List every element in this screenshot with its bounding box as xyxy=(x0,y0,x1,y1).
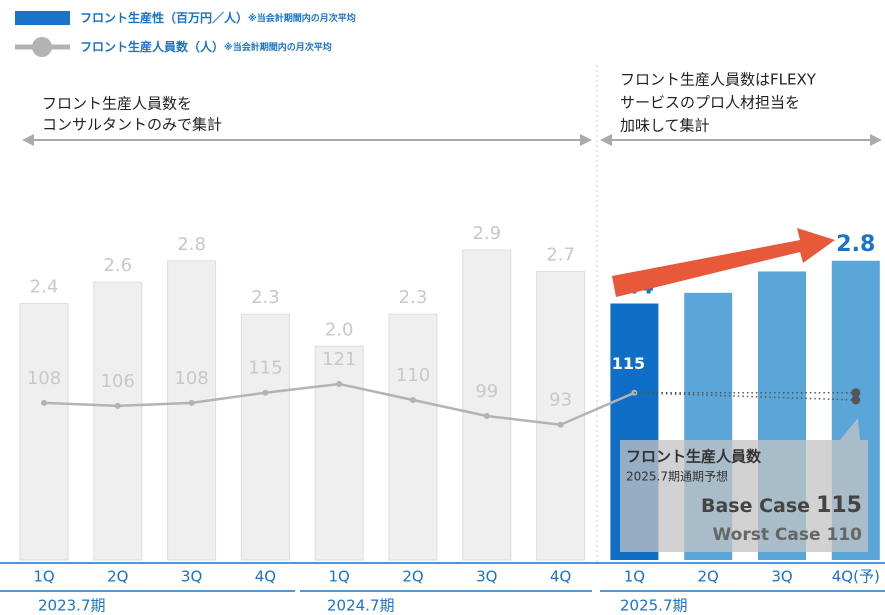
line-label: 115 xyxy=(248,358,282,379)
bar xyxy=(19,303,69,561)
line-point xyxy=(336,381,343,387)
line-label: 115 xyxy=(612,354,645,373)
line-label: 110 xyxy=(396,365,430,386)
data-label: 2.0 xyxy=(325,319,354,340)
line-point xyxy=(410,397,416,403)
base-case: Base Case 115 xyxy=(701,493,862,518)
data-label: 2.9 xyxy=(472,223,501,244)
data-label: 2.4 xyxy=(30,277,59,298)
line-label: 121 xyxy=(322,349,356,370)
legend-entry: フロント生産人員数（人）※当会計期間内の月次平均 xyxy=(80,39,332,54)
line-label: 106 xyxy=(101,371,135,392)
line-label: 99 xyxy=(475,381,498,402)
bar xyxy=(167,260,217,561)
callout-pointer xyxy=(840,418,860,440)
annotation: 加味して集計 xyxy=(620,117,710,135)
bar xyxy=(93,281,143,561)
forecast-point xyxy=(851,395,861,405)
x-tick-label: 3Q xyxy=(181,568,202,586)
annotation: フロント生産人員数を xyxy=(42,95,192,113)
bar xyxy=(314,345,364,561)
period-label: 2025.7期 xyxy=(620,597,688,615)
line-point xyxy=(114,402,121,409)
x-tick-label: 4Q xyxy=(550,568,571,586)
bar xyxy=(240,313,290,561)
x-tick-label: 1Q xyxy=(33,568,54,586)
line-point xyxy=(557,421,564,428)
x-tick-label: 2Q xyxy=(107,568,128,586)
x-tick-label: 1Q xyxy=(329,568,350,586)
x-tick-label: 1Q xyxy=(624,568,645,586)
x-tick-label: 2Q xyxy=(402,568,423,586)
worst-case: Worst Case 110 xyxy=(713,525,863,545)
worst-case-label: Worst Case xyxy=(713,525,821,545)
worst-case-value: 110 xyxy=(827,525,863,545)
annotation: コンサルタントのみで集計 xyxy=(42,116,222,134)
line-point xyxy=(188,399,195,406)
line-label: 93 xyxy=(549,390,572,411)
legend-note: ※当会計期間内の月次平均 xyxy=(224,41,332,53)
x-tick-label: 2Q xyxy=(698,568,719,586)
data-label: 2.3 xyxy=(399,287,428,308)
data-label: 2.3 xyxy=(251,287,280,308)
bar xyxy=(462,249,512,561)
forecast-point xyxy=(851,388,861,398)
line-label: 108 xyxy=(174,368,208,389)
legend-note: ※当会計期間内の月次平均 xyxy=(248,12,356,24)
data-label: 2.8 xyxy=(836,232,875,257)
forecast-title: フロント生産人員数 xyxy=(626,448,762,466)
x-tick-label: 3Q xyxy=(476,568,497,586)
trend-arrow xyxy=(612,228,835,297)
line-point xyxy=(41,399,47,406)
base-case-value: 115 xyxy=(816,493,862,518)
bar xyxy=(388,313,438,561)
legend-entry: フロント生産性（百万円／人）※当会計期間内の月次平均 xyxy=(80,10,356,25)
annotation: フロント生産人員数はFLEXY xyxy=(620,71,817,89)
data-label: 2.6 xyxy=(103,255,132,276)
legend-swatch xyxy=(15,11,70,25)
forecast-line xyxy=(634,391,856,401)
line-point xyxy=(262,389,269,396)
x-tick-label: 4Q xyxy=(255,568,276,586)
data-label: 2.8 xyxy=(177,234,206,255)
period-label: 2023.7期 xyxy=(38,597,106,615)
line-label: 108 xyxy=(27,368,61,389)
annotation: サービスのプロ人材担当を xyxy=(620,94,800,112)
x-tick-label: 3Q xyxy=(771,568,792,586)
line-point xyxy=(483,413,490,419)
period-label: 2024.7期 xyxy=(327,597,395,615)
legend-label: フロント生産人員数（人） xyxy=(80,39,224,54)
legend-marker xyxy=(32,37,52,57)
bar xyxy=(536,270,586,561)
forecast-box xyxy=(620,440,868,552)
forecast-subtitle: 2025.7期通期予想 xyxy=(626,469,728,484)
x-tick-label: 4Q(予) xyxy=(832,568,880,586)
range-arrows xyxy=(22,134,882,146)
legend-label: フロント生産性（百万円／人） xyxy=(80,10,248,25)
data-label: 2.7 xyxy=(546,244,575,265)
base-case-label: Base Case xyxy=(701,495,810,517)
